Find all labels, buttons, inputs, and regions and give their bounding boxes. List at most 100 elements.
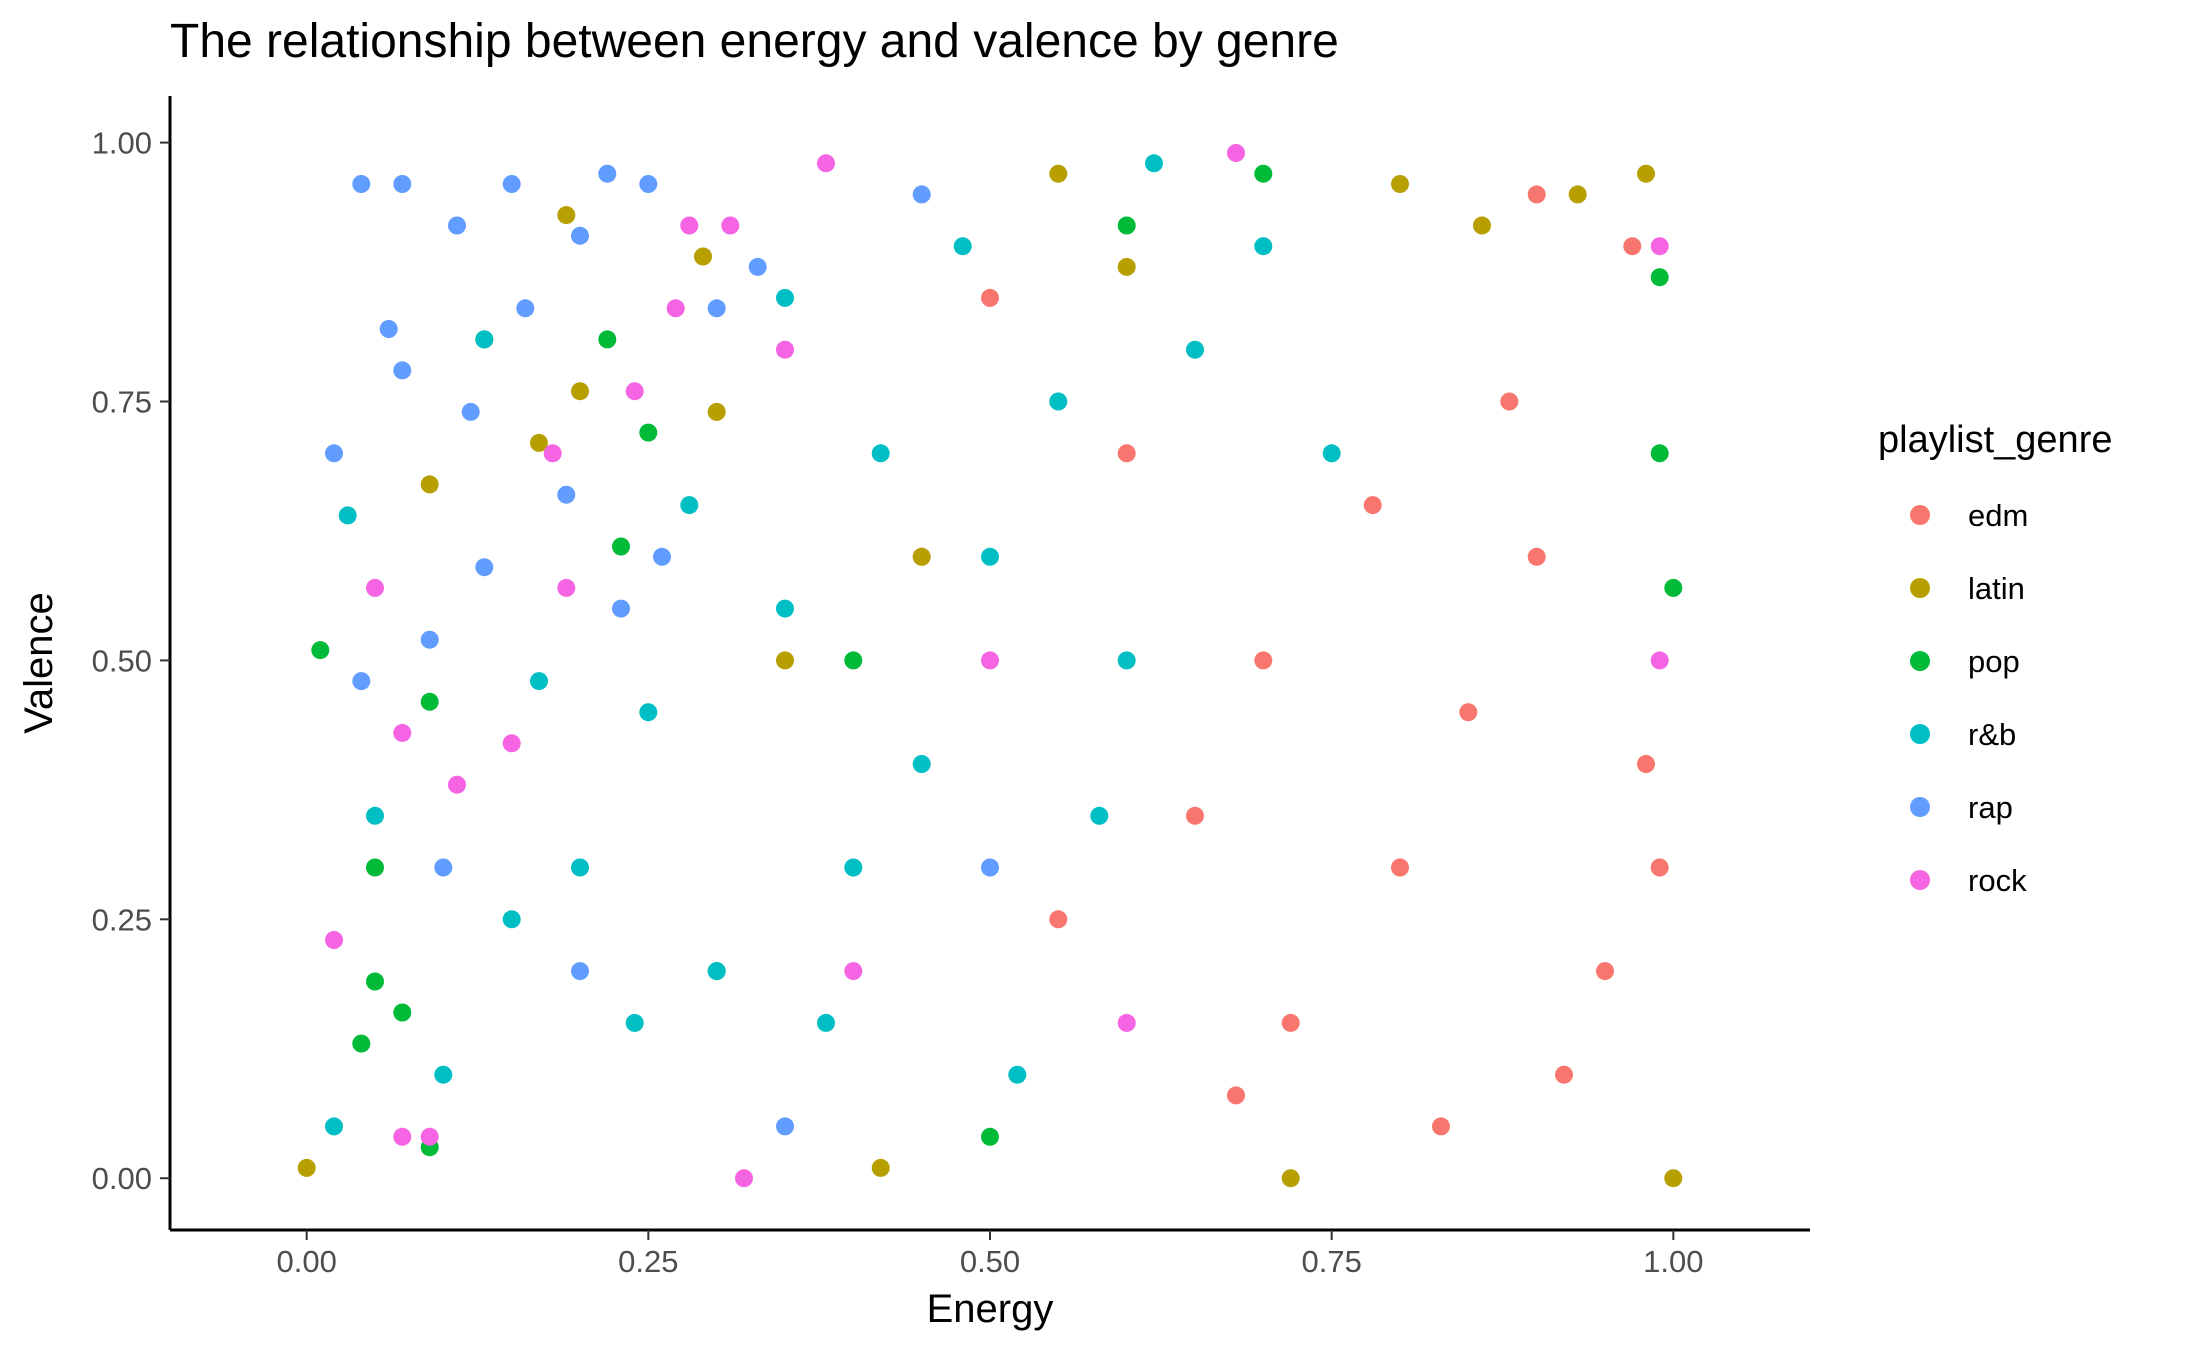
point-pop-14 xyxy=(844,651,863,670)
point-rap-13 xyxy=(461,402,480,421)
point-rb-18 xyxy=(680,496,699,515)
point-rock-14 xyxy=(557,578,576,597)
point-rap-24 xyxy=(639,175,658,193)
point-rock-0 xyxy=(735,1169,753,1188)
legend-key-rap xyxy=(1910,797,1930,817)
y-tick-label: 0.75 xyxy=(92,385,152,420)
point-rock-19 xyxy=(1650,651,1669,670)
point-rb-24 xyxy=(338,506,357,525)
point-rb-0 xyxy=(981,547,999,566)
point-pop-13 xyxy=(639,423,658,442)
y-tick-label: 0.00 xyxy=(92,1161,152,1196)
point-edm-6 xyxy=(1555,1065,1573,1084)
point-rap-5 xyxy=(571,226,589,245)
point-latin-2 xyxy=(557,206,576,225)
point-edm-16 xyxy=(1527,185,1546,204)
legend-key-rb xyxy=(1910,724,1930,744)
point-edm-9 xyxy=(1186,806,1204,825)
point-rb-9 xyxy=(639,703,658,722)
point-rap-4 xyxy=(598,164,617,183)
legend-key-rock xyxy=(1910,870,1930,890)
point-rb-27 xyxy=(625,1013,644,1032)
point-edm-4 xyxy=(1254,651,1273,670)
y-tick-label: 1.00 xyxy=(92,126,152,161)
point-rock-7 xyxy=(420,1127,439,1146)
point-rb-5 xyxy=(1117,651,1136,670)
legend-label-pop: pop xyxy=(1968,644,2020,679)
point-rb-17 xyxy=(1090,806,1109,825)
point-rock-10 xyxy=(625,382,644,401)
point-rap-14 xyxy=(557,485,576,504)
point-pop-6 xyxy=(598,330,617,349)
point-latin-15 xyxy=(1049,164,1068,183)
point-rock-8 xyxy=(448,775,466,794)
x-tick-label: 0.00 xyxy=(276,1244,336,1279)
point-latin-17 xyxy=(776,651,794,670)
point-rb-6 xyxy=(1186,340,1204,359)
point-latin-9 xyxy=(1568,185,1587,204)
point-rap-21 xyxy=(776,1117,794,1136)
chart-title: The relationship between energy and vale… xyxy=(170,15,1339,68)
point-pop-4 xyxy=(393,1003,412,1022)
point-rap-18 xyxy=(612,599,630,618)
point-rock-5 xyxy=(393,723,412,742)
point-edm-10 xyxy=(1117,444,1136,463)
legend-label-edm: edm xyxy=(1968,498,2028,533)
point-rap-7 xyxy=(325,444,343,463)
point-rock-20 xyxy=(1650,237,1669,256)
point-rock-9 xyxy=(543,444,562,463)
point-latin-11 xyxy=(912,547,931,566)
point-edm-11 xyxy=(1049,910,1068,929)
point-edm-5 xyxy=(1500,392,1519,411)
point-edm-17 xyxy=(1650,858,1669,877)
point-rb-22 xyxy=(776,288,794,307)
x-tick-label: 0.75 xyxy=(1301,1244,1361,1279)
point-rock-18 xyxy=(1117,1013,1136,1032)
point-rb-8 xyxy=(571,858,589,877)
point-rb-12 xyxy=(1254,237,1273,256)
point-rock-1 xyxy=(817,154,835,173)
point-rock-3 xyxy=(325,931,343,949)
legend-title: playlist_genre xyxy=(1878,419,2112,461)
point-latin-7 xyxy=(1664,1169,1683,1188)
point-rap-2 xyxy=(502,175,521,193)
legend-label-rb: r&b xyxy=(1968,717,2016,752)
point-latin-0 xyxy=(297,1158,316,1177)
points-layer xyxy=(297,144,1683,1188)
point-rb-15 xyxy=(502,910,521,929)
point-rb-11 xyxy=(325,1117,343,1136)
point-edm-19 xyxy=(1227,1086,1245,1105)
point-rock-12 xyxy=(666,299,685,318)
y-axis-title: Valence xyxy=(17,592,61,734)
point-pop-9 xyxy=(366,858,384,877)
point-rb-1 xyxy=(1049,392,1068,411)
x-tick-label: 0.50 xyxy=(960,1244,1020,1279)
point-rap-9 xyxy=(516,299,535,318)
point-rap-15 xyxy=(653,547,671,566)
point-latin-3 xyxy=(571,382,589,401)
point-edm-1 xyxy=(1527,547,1546,566)
point-latin-8 xyxy=(1637,164,1655,183)
point-latin-13 xyxy=(530,433,548,452)
point-rb-23 xyxy=(1145,154,1163,173)
point-pop-1 xyxy=(366,972,384,991)
point-rap-1 xyxy=(393,175,412,193)
point-rb-7 xyxy=(707,962,726,981)
legend-key-pop xyxy=(1910,651,1930,671)
point-pop-2 xyxy=(352,1034,371,1053)
point-rap-23 xyxy=(912,185,931,204)
point-pop-10 xyxy=(1650,268,1669,287)
point-rock-2 xyxy=(1227,144,1245,162)
point-latin-16 xyxy=(1391,175,1409,193)
point-rb-25 xyxy=(475,330,494,349)
point-pop-8 xyxy=(420,692,439,711)
legend-key-edm xyxy=(1910,505,1930,525)
point-edm-18 xyxy=(981,288,999,307)
point-rb-10 xyxy=(366,806,384,825)
point-edm-13 xyxy=(1432,1117,1450,1136)
point-rap-8 xyxy=(393,361,412,380)
point-edm-3 xyxy=(1596,962,1614,981)
